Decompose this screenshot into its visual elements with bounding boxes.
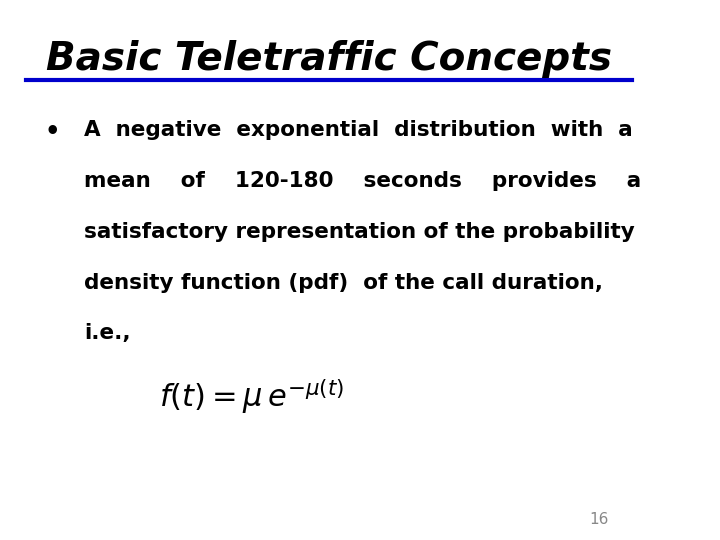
Text: satisfactory representation of the probability: satisfactory representation of the proba… [84, 222, 635, 242]
Text: Basic Teletraffic Concepts: Basic Teletraffic Concepts [46, 40, 612, 78]
Text: $f(t)= \mu\, e^{-\mu(t)}$: $f(t)= \mu\, e^{-\mu(t)}$ [159, 377, 344, 416]
Text: A  negative  exponential  distribution  with  a: A negative exponential distribution with… [84, 120, 633, 140]
Text: mean    of    120-180    seconds    provides    a: mean of 120-180 seconds provides a [84, 171, 642, 191]
Text: •: • [44, 120, 60, 144]
Text: i.e.,: i.e., [84, 323, 131, 343]
Text: density function (pdf)  of the call duration,: density function (pdf) of the call durat… [84, 273, 603, 293]
Text: 16: 16 [590, 511, 609, 526]
